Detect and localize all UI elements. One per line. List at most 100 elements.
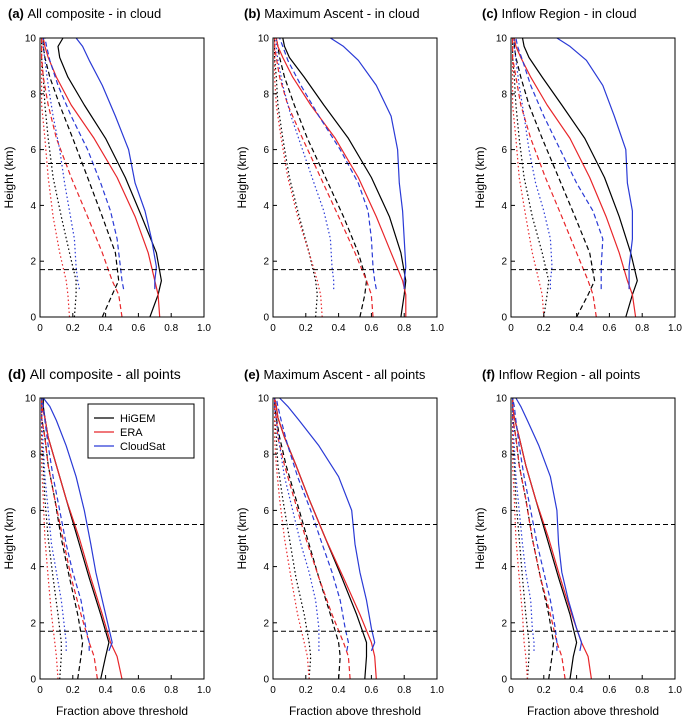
y-axis-label: Height (km) [2, 507, 16, 569]
y-tick-label: 6 [501, 145, 507, 156]
x-tick-label: 0.8 [397, 323, 411, 334]
y-axis-label: Height (km) [2, 146, 16, 208]
series-higem-dotted [40, 38, 77, 318]
x-tick-label: 0 [508, 323, 514, 334]
series-higem-dashed [42, 38, 120, 318]
y-tick-label: 10 [25, 34, 37, 45]
y-tick-label: 2 [501, 618, 507, 629]
x-tick-label: 0 [270, 685, 276, 696]
panel-title-text: Maximum Ascent - in cloud [264, 6, 419, 21]
y-tick-label: 4 [263, 201, 269, 212]
series-era-dashed [274, 398, 351, 680]
series-higem-solid [521, 37, 638, 318]
panel-e: (e) Maximum Ascent - all points 0 0.2 0.4 0.… [235, 367, 444, 718]
x-tick-label: 0.4 [99, 685, 113, 696]
y-tick-label: 8 [263, 450, 269, 461]
x-tick-label: 0.8 [164, 323, 178, 334]
y-tick-label: 4 [501, 562, 507, 573]
y-axis-label: Height (km) [235, 146, 249, 208]
panel-title-text: Inflow Region - in cloud [502, 6, 637, 21]
y-tick-label: 10 [496, 394, 508, 405]
panel-title: (d) All composite - all points [8, 366, 181, 382]
y-axis-label: Height (km) [473, 507, 487, 569]
x-tick-label: 0.4 [570, 323, 584, 334]
series-era-dashed [40, 38, 123, 318]
legend-label-era: ERA [120, 427, 143, 439]
panel-title-text: All composite - all points [30, 366, 181, 382]
panel-title: (f) Inflow Region - all points [482, 367, 641, 382]
x-tick-label: 0.8 [635, 323, 649, 334]
x-tick-label: 1.0 [197, 685, 211, 696]
series-era-solid [274, 397, 377, 680]
y-tick-label: 6 [263, 506, 269, 517]
panel-title: (a) All composite - in cloud [8, 6, 161, 21]
x-tick-label: 0.2 [299, 323, 313, 334]
legend-label-cloudsat: CloudSat [120, 441, 165, 453]
legend-label-higem: HiGEM [120, 413, 155, 425]
y-tick-label: 6 [30, 506, 36, 517]
y-tick-label: 0 [30, 675, 36, 686]
x-tick-label: 0 [37, 323, 43, 334]
series-higem-dashed [275, 37, 368, 318]
series-era-dashed [511, 38, 597, 318]
series-cloudsat-solid [556, 37, 634, 290]
panel-c: (c) Inflow Region - in cloud 0 0.2 0.4 0.6 0.… [473, 6, 682, 334]
x-tick-label: 0.8 [635, 685, 649, 696]
panel-label: (f) [482, 367, 499, 382]
y-tick-label: 4 [501, 201, 507, 212]
y-tick-label: 8 [30, 89, 36, 100]
y-tick-label: 0 [30, 313, 36, 324]
panel-label: (d) [8, 366, 30, 382]
series-era-dashed [40, 398, 98, 680]
series-era-solid [42, 37, 161, 318]
y-tick-label: 8 [263, 89, 269, 100]
series-higem-dashed [274, 398, 341, 680]
x-tick-label: 0.6 [131, 685, 145, 696]
x-tick-label: 1.0 [668, 323, 682, 334]
panel-title: (b) Maximum Ascent - in cloud [244, 6, 420, 21]
x-tick-label: 0.6 [364, 323, 378, 334]
series-cloudsat-solid [42, 397, 113, 652]
x-tick-label: 0.6 [602, 685, 616, 696]
x-tick-label: 0.2 [299, 685, 313, 696]
panel-label: (b) [244, 6, 264, 21]
legend: HiGEM ERA CloudSat [87, 403, 195, 459]
y-tick-label: 8 [501, 89, 507, 100]
plot-frame [39, 37, 205, 318]
x-tick-label: 0.6 [131, 323, 145, 334]
panel-b: (b) Maximum Ascent - in cloud 0 0.2 0.4 0.6 0… [235, 6, 444, 334]
x-tick-label: 0 [37, 685, 43, 696]
y-tick-label: 4 [263, 562, 269, 573]
panel-title: (c) Inflow Region - in cloud [482, 6, 637, 21]
panel-a: (a) All composite - in cloud 0 0.2 0.4 0.6 0.… [2, 6, 211, 334]
panel-label: (c) [482, 6, 502, 21]
plot-frame [272, 397, 438, 680]
plot-frame [39, 397, 205, 680]
series-era-solid [275, 37, 407, 317]
y-tick-label: 6 [30, 145, 36, 156]
series-higem-dotted [511, 398, 530, 680]
y-tick-label: 6 [263, 145, 269, 156]
y-tick-label: 8 [30, 450, 36, 461]
x-tick-label: 0.4 [570, 685, 584, 696]
y-tick-label: 2 [30, 618, 36, 629]
plot-frame [510, 37, 676, 318]
x-axis-label: Fraction above threshold [527, 704, 659, 718]
panel-title: (e) Maximum Ascent - all points [244, 367, 426, 382]
series-era-dotted [40, 38, 71, 318]
x-tick-label: 0.2 [66, 685, 80, 696]
y-tick-label: 10 [258, 34, 270, 45]
x-tick-label: 0 [508, 685, 514, 696]
y-tick-label: 2 [30, 257, 36, 268]
x-tick-label: 0.6 [364, 685, 378, 696]
series-era-solid [511, 398, 592, 680]
x-tick-label: 0 [270, 323, 276, 334]
panel-label: (a) [8, 6, 28, 21]
y-tick-label: 2 [263, 257, 269, 268]
series-higem-solid [282, 37, 407, 318]
y-tick-label: 0 [501, 313, 507, 324]
series-era-dotted [40, 398, 59, 680]
y-axis-label: Height (km) [235, 507, 249, 569]
x-tick-label: 1.0 [197, 323, 211, 334]
y-tick-label: 0 [263, 675, 269, 686]
